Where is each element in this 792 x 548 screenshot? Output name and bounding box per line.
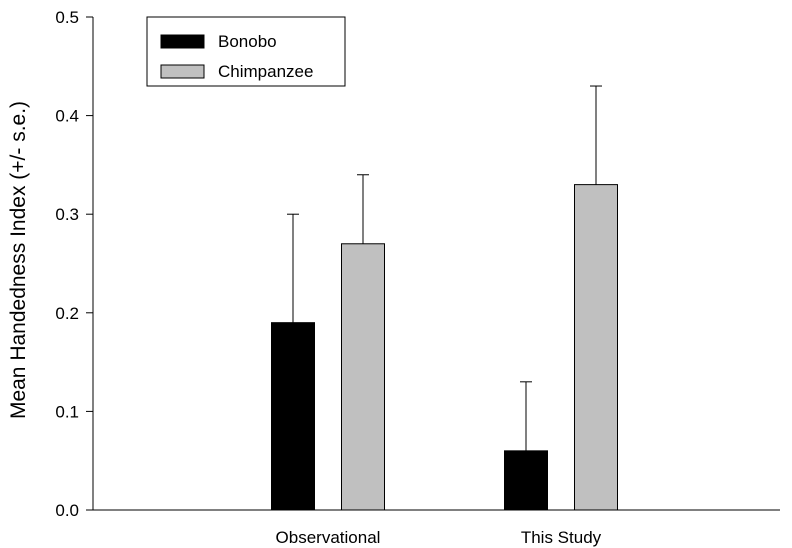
y-tick-label: 0.5 — [55, 8, 79, 27]
axes: 0.0 0.1 0.2 0.3 0.4 0.5 Observational This Stud… — [55, 8, 780, 547]
x-tick-label: This Study — [521, 528, 602, 547]
y-tick-label: 0.0 — [55, 501, 79, 520]
legend-swatch-chimpanzee — [160, 64, 205, 79]
y-tick-label: 0.4 — [55, 107, 79, 126]
legend: Bonobo Chimpanzee — [146, 16, 346, 87]
bar-bonobo-2 — [504, 450, 548, 511]
y-axis-title: Mean Handedness Index (+/- s.e.) — [7, 101, 30, 419]
bars — [271, 85, 618, 511]
y-tick-label: 0.1 — [55, 402, 79, 421]
legend-label-chimpanzee: Chimpanzee — [218, 62, 313, 81]
y-tick-label: 0.2 — [55, 304, 79, 323]
bar-chimpanzee-1 — [341, 243, 385, 511]
bar-chimpanzee-2 — [574, 184, 618, 511]
y-tick-label: 0.3 — [55, 205, 79, 224]
legend-swatch-bonobo — [160, 34, 205, 49]
bar-bonobo-1 — [271, 322, 315, 511]
legend-label-bonobo: Bonobo — [218, 32, 277, 51]
x-tick-label: Observational — [276, 528, 381, 547]
